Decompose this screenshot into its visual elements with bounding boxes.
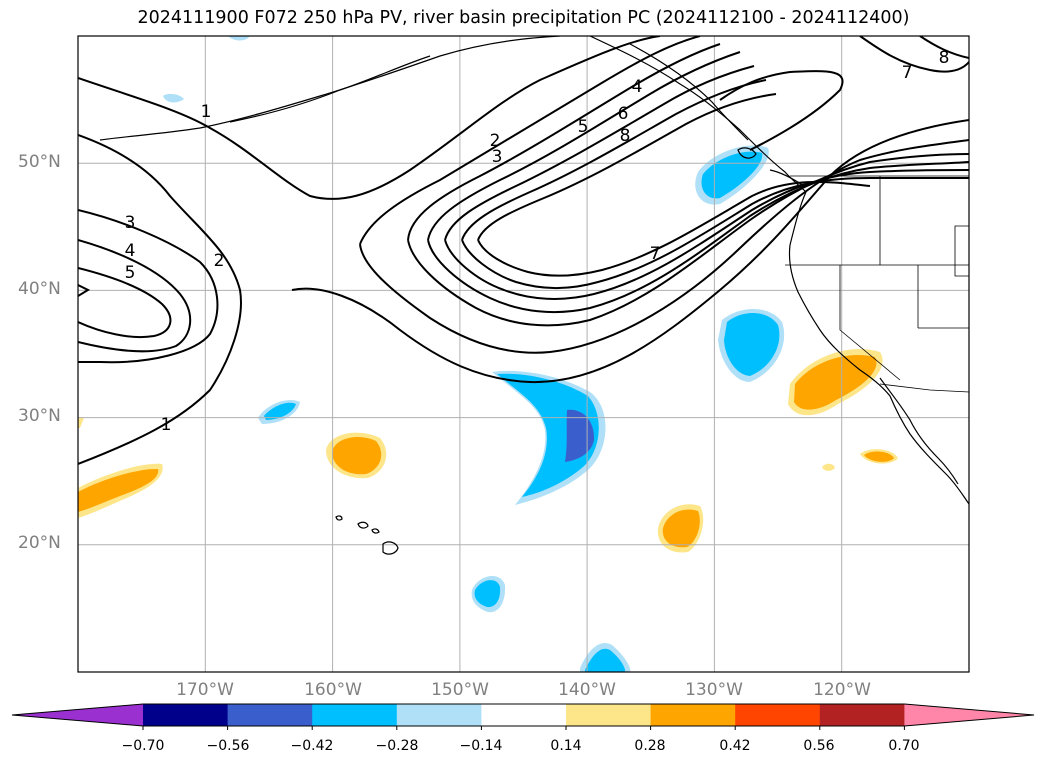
lon-label: 150°W bbox=[431, 680, 489, 700]
colorbar-segment bbox=[481, 704, 567, 726]
pv-contour-label: 8 bbox=[939, 48, 950, 68]
pv-contour-line bbox=[461, 79, 969, 289]
pv-contour-labels: 1 2 3 4 5 2 3 4 5 6 8 7 1 7 8 bbox=[125, 48, 950, 435]
precip-patch-negative bbox=[585, 648, 626, 672]
baja-california-coast bbox=[879, 377, 959, 485]
pv-contour-line bbox=[719, 70, 844, 151]
colorbar-segment bbox=[819, 704, 905, 726]
map-gridlines bbox=[78, 36, 969, 672]
hawaii-island bbox=[335, 515, 343, 521]
pv-contour-label: 1 bbox=[201, 102, 212, 122]
precip-patch-positive bbox=[864, 451, 894, 462]
precip-patch-positive bbox=[78, 468, 159, 512]
precip-patch-positive bbox=[78, 418, 84, 428]
lon-label: 130°W bbox=[685, 680, 743, 700]
pv-contour-label: 2 bbox=[490, 131, 501, 151]
lat-label: 40°N bbox=[18, 279, 61, 299]
pv-contour-label: 4 bbox=[125, 241, 136, 261]
lon-label: 160°W bbox=[304, 680, 362, 700]
colorbar-tick-label: −0.14 bbox=[459, 738, 503, 754]
pv-contour-line bbox=[407, 43, 969, 327]
precip-patch-negative bbox=[163, 93, 184, 103]
lat-label: 50°N bbox=[18, 152, 61, 172]
precip-patch-positive bbox=[822, 463, 835, 471]
pv-contour-line bbox=[359, 36, 969, 354]
pv-contour-label: 5 bbox=[125, 263, 136, 283]
pv-contour-line bbox=[919, 36, 969, 59]
precip-patch-negative bbox=[474, 580, 501, 608]
precip-patch-negative bbox=[228, 36, 250, 41]
colorbar-tick-label: 0.14 bbox=[550, 738, 582, 754]
pv-contours bbox=[78, 36, 969, 465]
precip-patch-negative bbox=[264, 402, 296, 420]
pv-contour-line bbox=[78, 284, 91, 297]
map-plot-area: 1 2 3 4 5 2 3 4 5 6 8 7 1 7 8 bbox=[78, 36, 969, 672]
hawaii-island bbox=[371, 528, 380, 534]
pv-contour-line bbox=[78, 209, 219, 364]
precip-patch-negative bbox=[497, 373, 599, 497]
colorbar-tick-label: 0.56 bbox=[803, 738, 835, 754]
precip-patch-negative bbox=[724, 312, 780, 376]
lon-label: 120°W bbox=[813, 680, 871, 700]
map-frame bbox=[77, 35, 970, 673]
pv-contour-label: 1 bbox=[161, 415, 172, 435]
pv-contour-line bbox=[291, 119, 969, 384]
lat-label: 30°N bbox=[18, 406, 61, 426]
pv-contour-label: 7 bbox=[902, 63, 913, 83]
precip-patch-positive bbox=[662, 509, 700, 548]
pv-contour-line bbox=[477, 93, 871, 277]
pv-contour-label: 5 bbox=[578, 117, 589, 137]
lon-label: 170°W bbox=[176, 680, 234, 700]
colorbar-extend-min bbox=[12, 704, 143, 726]
hawaii-island bbox=[382, 541, 399, 555]
colorbar-tick-label: −0.28 bbox=[375, 738, 419, 754]
pv-contour-line bbox=[78, 267, 172, 338]
colorbar-segment bbox=[650, 704, 736, 726]
precip-shading bbox=[78, 36, 898, 672]
colorbar-tick-label: 0.70 bbox=[888, 738, 920, 754]
colorbar-tick-label: 0.42 bbox=[719, 738, 751, 754]
colorbar-segment bbox=[227, 704, 313, 726]
pv-contour-label: 4 bbox=[632, 77, 643, 97]
pv-contour-label: 6 bbox=[618, 104, 629, 124]
haida-gwaii-coast bbox=[737, 147, 757, 159]
colorbar-tick-label: 0.28 bbox=[634, 738, 666, 754]
pv-contour-line bbox=[427, 51, 969, 314]
precip-patch-positive bbox=[794, 355, 877, 410]
pv-contour-label: 3 bbox=[492, 147, 503, 167]
alaska-peninsula-coast bbox=[99, 36, 561, 141]
colorbar-segment bbox=[312, 704, 398, 726]
colorbar-segment bbox=[735, 704, 821, 726]
pv-contour-line bbox=[78, 239, 192, 353]
colorbar-segment bbox=[396, 704, 482, 726]
colorbar-tick-label: −0.42 bbox=[290, 738, 334, 754]
pv-contour-label: 3 bbox=[125, 213, 136, 233]
alaska-peninsula-coast bbox=[229, 55, 431, 123]
colorbar-tick-label: −0.56 bbox=[206, 738, 250, 754]
pv-contour-line bbox=[444, 65, 969, 300]
map-title: 2024111900 F072 250 hPa PV, river basin … bbox=[137, 8, 910, 28]
colorbar-segment bbox=[566, 704, 652, 726]
state-borders bbox=[785, 175, 969, 393]
colorbar-tick-label: −0.70 bbox=[121, 738, 165, 754]
pv-contour-label: 2 bbox=[214, 251, 225, 271]
pv-contour-label: 7 bbox=[650, 244, 661, 264]
colorbar-segment bbox=[143, 704, 229, 726]
pv-contour-line bbox=[78, 36, 661, 200]
alaska-panhandle-coast bbox=[629, 43, 749, 141]
pv-contour-line bbox=[78, 134, 242, 465]
pv-contour-label: 8 bbox=[620, 126, 631, 146]
pv-contour-line bbox=[859, 36, 969, 73]
hawaii-island bbox=[357, 521, 369, 529]
lat-label: 20°N bbox=[18, 533, 61, 553]
precip-patch-positive bbox=[332, 436, 382, 475]
colorbar bbox=[11, 703, 1035, 730]
lon-label: 140°W bbox=[558, 680, 616, 700]
colorbar-extend-max bbox=[904, 704, 1034, 726]
north-america-west-coast bbox=[788, 191, 969, 505]
